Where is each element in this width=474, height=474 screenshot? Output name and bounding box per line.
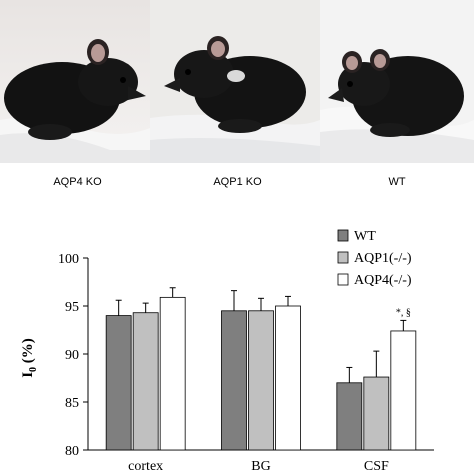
y-axis-label-unit: (%) xyxy=(20,338,36,367)
x-tick-label: cortex xyxy=(128,459,163,474)
bar-bg-0 xyxy=(221,310,247,451)
bar-bg-1 xyxy=(248,310,274,451)
legend-swatch xyxy=(337,273,349,286)
y-axis-label-sub: 0 xyxy=(28,367,39,372)
photo-aqp4-ko xyxy=(0,0,150,163)
chart-legend: WT AQP1(-/-) AQP4(-/-) xyxy=(337,229,412,288)
photo-label-aqp1-ko: AQP1 KO xyxy=(213,176,262,188)
photo-label-wt: WT xyxy=(388,176,406,188)
bar-csf-2 xyxy=(390,330,417,451)
photo-wt xyxy=(320,0,474,163)
bar-cortex-2 xyxy=(159,296,186,451)
x-tick-label: CSF xyxy=(364,459,389,474)
bar-cortex-0 xyxy=(105,315,132,451)
bar-bg-2 xyxy=(275,305,301,451)
legend-label: WT xyxy=(354,229,376,244)
bar-csf-0 xyxy=(336,382,363,451)
legend-swatch xyxy=(337,229,349,242)
y-axis-label-main: I xyxy=(20,372,36,378)
chart-bars xyxy=(105,296,417,451)
significance-annotation: *, § xyxy=(396,307,411,318)
y-tick-label: 95 xyxy=(65,300,79,315)
y-tick-label: 80 xyxy=(65,444,79,459)
legend-label: AQP1(-/-) xyxy=(354,251,412,266)
bar-chart: 80 85 90 95 100 cortex BG CSF *, § WT AQP1(-/-) AQ… xyxy=(20,229,434,474)
y-tick-label: 100 xyxy=(58,252,79,267)
legend-swatch xyxy=(337,251,349,264)
bar-cortex-1 xyxy=(132,312,159,451)
bar-csf-1 xyxy=(363,376,390,451)
photo-label-aqp4-ko: AQP4 KO xyxy=(53,176,102,188)
y-axis-label: I0 (%) xyxy=(20,338,39,378)
chart-labels: 80 85 90 95 100 cortex BG CSF *, § xyxy=(58,252,411,474)
y-tick-label: 90 xyxy=(65,348,79,363)
photo-aqp1-ko xyxy=(150,0,320,163)
chart-error-bars xyxy=(115,287,407,383)
legend-label: AQP4(-/-) xyxy=(354,273,412,288)
x-tick-label: BG xyxy=(251,459,270,474)
y-tick-label: 85 xyxy=(65,396,79,411)
